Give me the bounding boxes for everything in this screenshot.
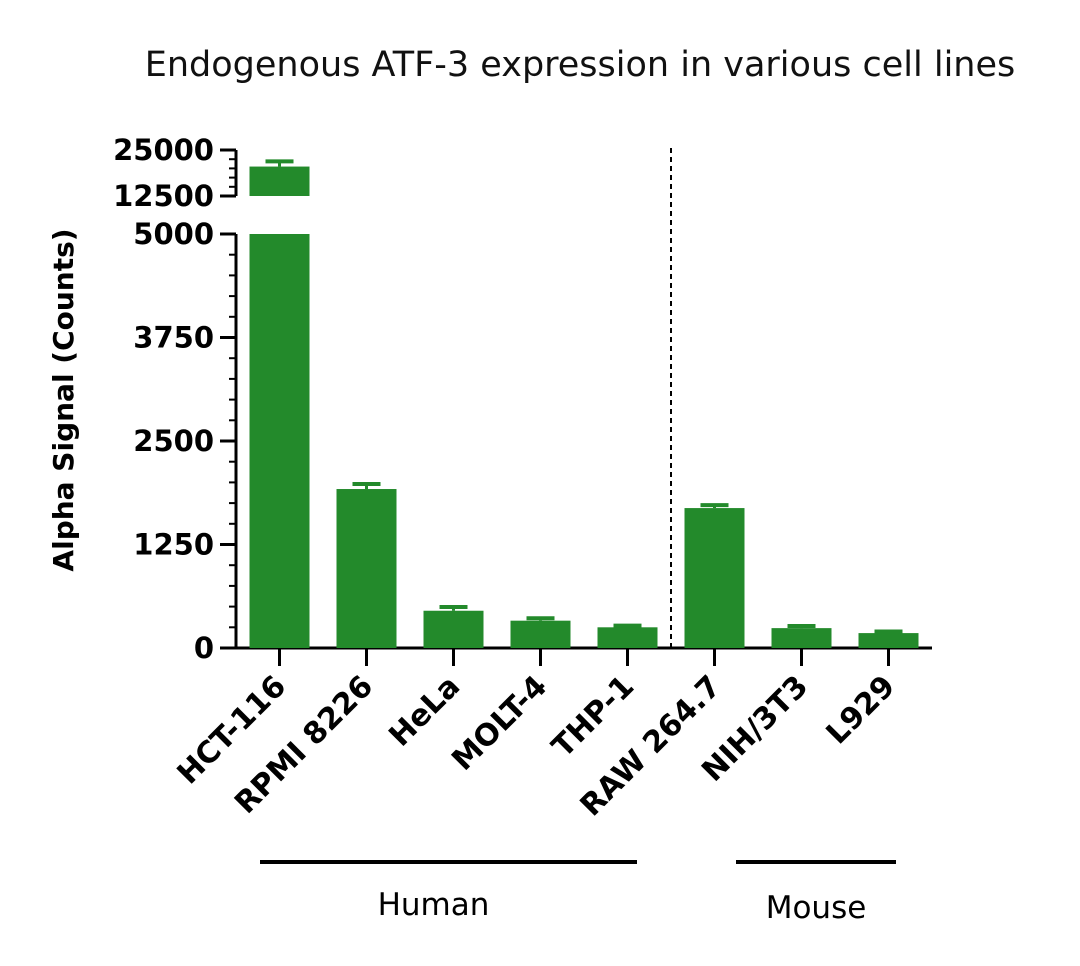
y-tick-label: 1250 bbox=[133, 528, 214, 562]
group-labels: Human Mouse bbox=[260, 860, 896, 926]
x-tick-label: MOLT-4 bbox=[445, 669, 554, 778]
y-tick-label: 3750 bbox=[133, 321, 214, 355]
bar-upper-0 bbox=[249, 166, 310, 196]
y-tick-label: 5000 bbox=[133, 217, 214, 251]
group-label-human: Human bbox=[378, 887, 490, 923]
y-tick-label: 2500 bbox=[133, 424, 214, 458]
y-axis-label: Alpha Signal (Counts) bbox=[47, 228, 80, 571]
y-tick-label: 25000 bbox=[113, 133, 214, 167]
chart-title: Endogenous ATF-3 expression in various c… bbox=[145, 45, 1016, 85]
bar-7 bbox=[858, 633, 919, 648]
bar-5 bbox=[684, 508, 745, 648]
bar-lower-0 bbox=[249, 234, 310, 648]
axes: 0 1250 2500 3750 5000 12500 25000 bbox=[113, 133, 932, 666]
bars bbox=[249, 159, 919, 648]
bar-6 bbox=[771, 628, 832, 648]
x-tick-label: L929 bbox=[820, 669, 903, 752]
y-tick-label: 12500 bbox=[113, 179, 214, 213]
bar-4 bbox=[597, 627, 658, 648]
bar-2 bbox=[423, 610, 484, 648]
y-tick-label: 0 bbox=[194, 631, 214, 665]
group-label-mouse: Mouse bbox=[766, 890, 867, 926]
bar-1 bbox=[336, 489, 397, 648]
bar-3 bbox=[510, 620, 571, 648]
x-tick-label: HeLa bbox=[382, 669, 467, 754]
